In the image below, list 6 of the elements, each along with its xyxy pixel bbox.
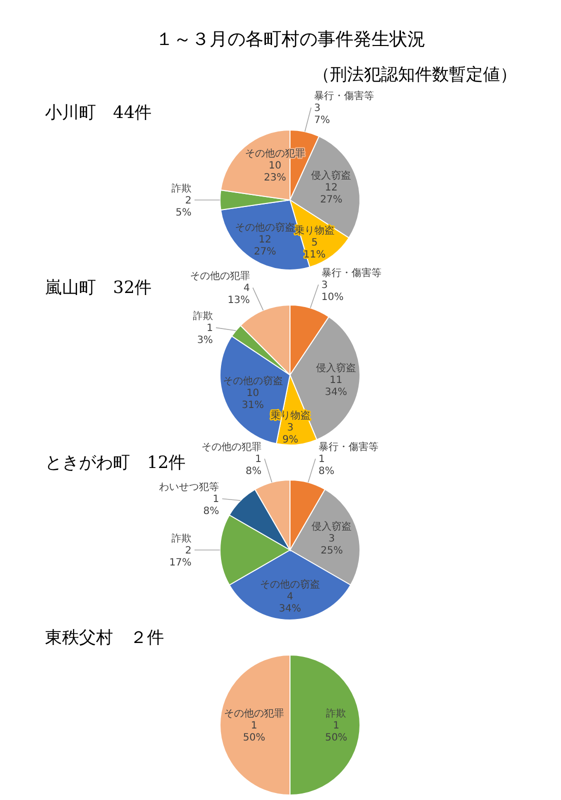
- annotation: （刑法犯認知件数暫定値）: [313, 65, 518, 85]
- title: ときがわ町 12件: [45, 453, 186, 473]
- annotation: １～３月の各町村の事件発生状況: [156, 29, 426, 50]
- title: 東秩父村 ２件: [45, 628, 164, 648]
- title: 嵐山町 32件: [45, 278, 152, 298]
- title: 小川町 44件: [45, 103, 152, 123]
